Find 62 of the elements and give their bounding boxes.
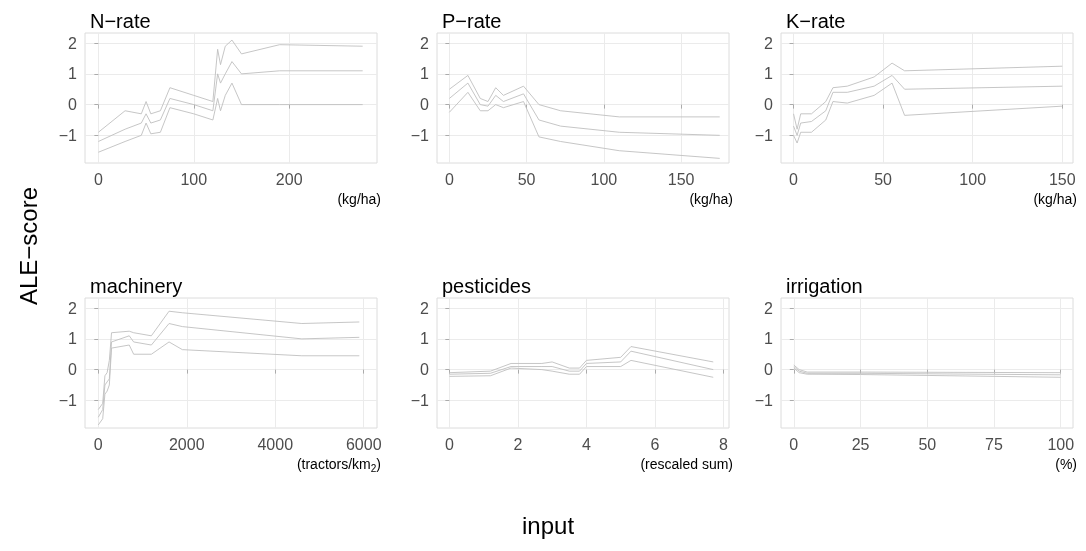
x-tick-label: 200: [275, 170, 303, 188]
x-tick-label: 100: [590, 170, 618, 188]
x-tick-label: 2000: [168, 435, 205, 453]
x-tick-label: 150: [667, 170, 695, 188]
x-tick-label: 0: [789, 170, 799, 188]
x-tick-label: 4: [581, 435, 591, 453]
y-tick-label: 0: [764, 96, 774, 114]
y-axis-title: ALE−score: [15, 186, 44, 306]
x-tick-label: 0: [444, 435, 454, 453]
x-tick-label: 25: [851, 435, 870, 453]
y-tick-label: −1: [754, 126, 774, 144]
x-axis-title: (kg/ha): [337, 191, 382, 207]
y-tick-label: −1: [58, 126, 78, 144]
x-axis-title: (rescaled sum): [640, 456, 734, 472]
y-tick-label: 1: [420, 65, 430, 83]
x-axis-title: (kg/ha): [1033, 191, 1078, 207]
chart-title: N−rate: [90, 10, 151, 32]
y-tick-label: −1: [58, 391, 78, 409]
y-tick-label: 1: [764, 65, 774, 83]
x-tick-label: 0: [789, 435, 799, 453]
chart-title: K−rate: [786, 10, 846, 32]
y-tick-label: 0: [764, 361, 774, 379]
y-tick-label: 2: [68, 34, 78, 52]
x-tick-label: 150: [1048, 170, 1076, 188]
y-tick-label: −1: [410, 126, 430, 144]
chart-title: irrigation: [786, 275, 863, 297]
x-tick-label: 50: [918, 435, 937, 453]
y-tick-label: 0: [68, 361, 78, 379]
x-tick-label: 75: [985, 435, 1003, 453]
x-axis-title: (kg/ha): [689, 191, 734, 207]
x-tick-label: 50: [874, 170, 893, 188]
chart-title: P−rate: [442, 10, 502, 32]
y-tick-label: 1: [420, 330, 430, 348]
chart-title: pesticides: [442, 275, 531, 297]
y-tick-label: 1: [68, 330, 78, 348]
x-tick-label: 8: [719, 435, 729, 453]
chart-title: machinery: [90, 275, 183, 297]
x-tick-label: 6000: [345, 435, 382, 453]
x-tick-label: 0: [93, 435, 103, 453]
x-tick-label: 2: [513, 435, 523, 453]
y-tick-label: −1: [410, 391, 430, 409]
y-tick-label: 2: [764, 299, 774, 317]
y-tick-label: 1: [764, 330, 774, 348]
y-tick-label: 0: [420, 361, 430, 379]
x-tick-label: 100: [180, 170, 208, 188]
x-axis-title: (%): [1055, 456, 1078, 472]
y-tick-label: 2: [764, 34, 774, 52]
y-tick-label: 1: [68, 65, 78, 83]
x-tick-label: 100: [1047, 435, 1075, 453]
x-tick-label: 100: [959, 170, 987, 188]
y-tick-label: 0: [68, 96, 78, 114]
y-tick-label: 2: [420, 34, 430, 52]
y-tick-label: 0: [420, 96, 430, 114]
text: input: [522, 512, 575, 540]
x-tick-label: 50: [517, 170, 536, 188]
y-tick-label: 2: [420, 299, 430, 317]
y-tick-label: −1: [754, 391, 774, 409]
x-tick-label: 4000: [257, 435, 294, 453]
x-tick-label: 6: [650, 435, 660, 453]
x-tick-label: 0: [444, 170, 454, 188]
x-tick-label: 0: [93, 170, 103, 188]
y-tick-label: 2: [68, 299, 78, 317]
